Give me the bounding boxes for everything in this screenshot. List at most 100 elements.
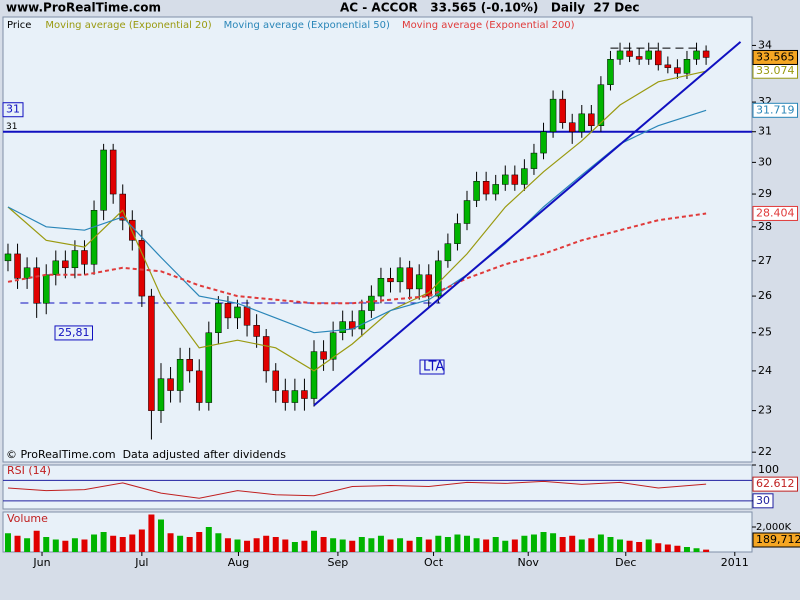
volume-bar	[617, 539, 624, 552]
volume-bar	[167, 533, 174, 552]
volume-bar	[263, 535, 270, 552]
candle-body	[492, 184, 499, 195]
y-tick-label: 30	[756, 494, 770, 507]
volume-bar	[110, 535, 117, 552]
level-label-box	[54, 325, 93, 341]
volume-bar	[62, 540, 69, 552]
candle-body	[329, 332, 337, 360]
ma-last-value: 31.719	[756, 103, 795, 116]
candle-body	[406, 267, 413, 290]
volume-bar	[416, 537, 423, 552]
candle-body	[42, 274, 50, 304]
volume-bar	[52, 539, 59, 552]
volume-bar	[205, 527, 212, 552]
candle-body	[14, 253, 21, 279]
volume-bar	[129, 534, 136, 552]
candle-body	[224, 303, 232, 319]
volume-bar	[177, 535, 184, 552]
legend-label: Price	[7, 20, 31, 31]
candle-body	[521, 168, 528, 185]
candle-body	[4, 253, 12, 262]
y-tick-label: 25	[758, 326, 772, 339]
ma-last-value: 28.404	[756, 206, 795, 219]
volume-bar	[664, 544, 671, 552]
rsi-last-value: 62.612	[756, 477, 795, 490]
volume-bar	[100, 532, 107, 552]
candle-body	[186, 359, 193, 372]
candle-body	[415, 274, 423, 290]
candle-body	[683, 59, 691, 74]
candle-body	[559, 98, 566, 123]
volume-bar	[464, 535, 471, 552]
volume-bar	[291, 542, 298, 552]
hline-label-box	[2, 102, 24, 118]
y-tick-label: 22	[758, 445, 772, 458]
x-tick-label: Dec	[615, 556, 636, 569]
volume-bar	[272, 537, 279, 552]
volume-bar	[626, 540, 633, 552]
y-tick-label: 28	[758, 220, 772, 233]
y-tick-label: 26	[758, 289, 772, 302]
last-price-box	[752, 49, 798, 65]
volume-bar	[597, 534, 604, 552]
candle-body	[282, 390, 289, 403]
y-tick-label: 23	[758, 404, 772, 417]
candle-body	[33, 267, 40, 304]
volume-bar	[234, 539, 241, 552]
candle-body	[234, 306, 241, 319]
candle-body	[377, 278, 385, 297]
source: www.ProRealTime.com	[6, 1, 161, 15]
volume-bar	[492, 537, 499, 552]
volume-bar	[540, 532, 547, 552]
ma-last-value-box	[752, 205, 798, 221]
candle-body	[674, 67, 681, 74]
candle-body	[702, 50, 710, 58]
candle-body	[138, 240, 146, 297]
volume-bar	[683, 547, 690, 552]
volume-bar	[253, 538, 260, 552]
volume-bar	[454, 534, 461, 552]
y-tick-label: 29	[758, 187, 772, 200]
volume-bar	[368, 538, 375, 552]
volume-bar	[282, 539, 289, 552]
x-tick-label: Nov	[517, 556, 539, 569]
candle-body	[23, 267, 31, 279]
volume-bar	[588, 538, 595, 552]
volume-bar	[569, 535, 576, 552]
candle-body	[100, 149, 107, 211]
candle-body	[358, 310, 366, 330]
rsi-line	[7, 480, 707, 499]
candle-body	[81, 250, 88, 265]
volume-bar	[349, 540, 356, 552]
volume-bar	[91, 534, 98, 552]
ma-last-value-box	[752, 102, 798, 118]
candle-body	[540, 131, 547, 154]
candle-body	[62, 260, 69, 269]
volume-bar	[550, 533, 557, 552]
candle-body	[272, 370, 279, 391]
y-tick-label: 30	[758, 155, 772, 168]
candle-body	[664, 64, 672, 68]
candle-body	[253, 325, 260, 337]
candle-body	[635, 56, 643, 60]
volume-bar	[33, 530, 40, 552]
rsi-last-value-box	[752, 476, 798, 492]
trend-label-box	[419, 359, 445, 375]
volume-bar	[559, 537, 566, 552]
ma-last-value: 33.074	[756, 64, 795, 77]
candle-body	[454, 223, 461, 244]
candle-body	[387, 278, 394, 283]
moving-average-line	[7, 109, 707, 334]
volume-bar	[530, 534, 537, 552]
volume-bar	[320, 537, 327, 552]
volume-bar	[473, 538, 480, 552]
volume-bar	[339, 539, 346, 552]
candle-body	[435, 260, 442, 297]
volume-bar	[607, 537, 614, 552]
trend-label: LTA	[423, 360, 444, 375]
candle-body	[119, 193, 126, 221]
candle-body	[52, 260, 60, 276]
y-tick-label: 24	[758, 364, 772, 377]
volume-bar	[14, 535, 21, 552]
